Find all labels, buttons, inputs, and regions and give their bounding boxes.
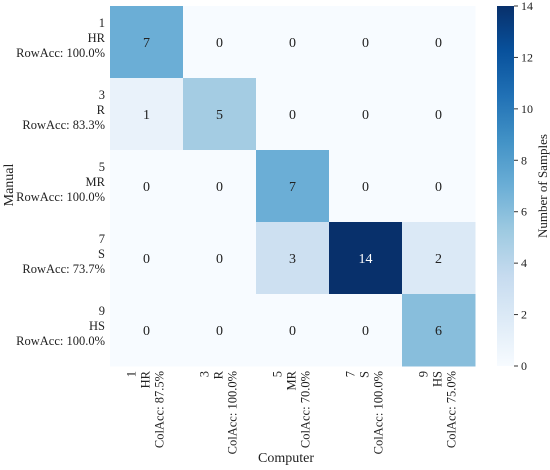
heatmap-cell — [110, 78, 184, 151]
heatmap-cell — [183, 78, 257, 151]
cell-value-label: 0 — [143, 180, 150, 195]
column-label: 5MRColAcc: 70.0% — [271, 370, 313, 448]
cell-value-label: 0 — [216, 252, 223, 267]
cell-value-label: 0 — [143, 324, 150, 339]
column-label: 9HSColAcc: 75.0% — [417, 371, 459, 448]
cell-value-label: 1 — [143, 108, 150, 123]
heatmap-cell — [256, 78, 330, 151]
cell-value-labels: 7 0 0 0 0 1 5 0 0 0 0 0 7 0 0 0 0 3 14 2 0 0 0 0 6 — [143, 36, 442, 339]
colorbar-tick-label: 2 — [521, 308, 527, 322]
heatmap-cell — [329, 222, 403, 295]
row-label: 5 MR RowAcc: 100.0% — [16, 160, 106, 204]
colorbar-tick-label: 4 — [521, 256, 527, 270]
heatmap-cell — [402, 78, 476, 151]
cell-value-label: 0 — [435, 180, 442, 195]
cell-value-label: 0 — [435, 108, 442, 123]
cell-value-label: 7 — [289, 180, 296, 195]
colorbar-tick-label: 10 — [521, 102, 533, 116]
cell-value-label: 14 — [359, 252, 373, 267]
colorbar-tick-label: 8 — [521, 153, 527, 167]
row-label: 3 R RowAcc: 83.3% — [22, 88, 105, 132]
cell-value-label: 0 — [362, 180, 369, 195]
heatmap-cell — [256, 6, 330, 79]
heatmap-cells — [110, 6, 476, 367]
cell-value-label: 5 — [216, 108, 223, 123]
heatmap-cell — [110, 150, 184, 223]
heatmap-cell — [402, 150, 476, 223]
heatmap-cell — [183, 294, 257, 367]
cell-value-label: 0 — [216, 324, 223, 339]
heatmap-cell — [256, 222, 330, 295]
cell-value-label: 6 — [435, 324, 442, 339]
cell-value-label: 7 — [143, 36, 150, 51]
y-axis-title: Manual — [2, 164, 17, 207]
cell-value-label: 0 — [435, 36, 442, 51]
cell-value-label: 0 — [289, 324, 296, 339]
cell-value-label: 0 — [289, 36, 296, 51]
cell-value-label: 0 — [362, 324, 369, 339]
heatmap-cell — [256, 294, 330, 367]
cell-value-label: 0 — [216, 180, 223, 195]
cell-value-label: 2 — [435, 252, 442, 267]
row-label: 9 HS RowAcc: 100.0% — [16, 304, 105, 348]
heatmap-cell — [110, 222, 184, 295]
colorbar-tick-label: 0 — [521, 359, 527, 373]
row-label: 7 S RowAcc: 73.7% — [22, 232, 105, 276]
heatmap-cell — [329, 6, 403, 79]
cell-value-label: 0 — [143, 252, 150, 267]
heatmap-cell — [329, 78, 403, 151]
row-label: 1 HR RowAcc: 100.0% — [16, 16, 106, 60]
column-labels: 1HRColAcc: 87.5% 3RColAcc: 100.0% 5MRColAc… — [125, 370, 459, 454]
colorbar-gradient — [497, 6, 514, 366]
heatmap-cell — [402, 294, 476, 367]
column-label: 3RColAcc: 100.0% — [198, 370, 240, 454]
heatmap-cell — [110, 6, 184, 79]
row-labels: 1 HR RowAcc: 100.0% 3 R RowAcc: 83.3% 5 MR RowAc… — [16, 16, 106, 348]
colorbar-tick-label: 6 — [521, 205, 527, 219]
x-axis-title: Computer — [258, 451, 314, 466]
colorbar-title: Number of Samples — [535, 134, 550, 238]
colorbar-tick-label: 12 — [521, 50, 533, 64]
heatmap-cell — [183, 150, 257, 223]
heatmap-cell — [402, 6, 476, 79]
heatmap-cell — [329, 294, 403, 367]
cell-value-label: 3 — [289, 252, 296, 267]
cell-value-label: 0 — [216, 36, 223, 51]
heatmap-cell — [183, 6, 257, 79]
heatmap-cell — [110, 294, 184, 367]
colorbar-tick-label: 14 — [521, 0, 533, 13]
heatmap-cell — [402, 222, 476, 295]
cell-value-label: 0 — [362, 36, 369, 51]
heatmap-cell — [329, 150, 403, 223]
cell-value-label: 0 — [289, 108, 296, 123]
colorbar: 0 2 4 6 8 10 12 14 — [497, 0, 533, 373]
heatmap-cell — [183, 222, 257, 295]
cell-value-label: 0 — [362, 108, 369, 123]
heatmap-cell — [256, 150, 330, 223]
column-label: 7SColAcc: 100.0% — [344, 371, 386, 454]
column-label: 1HRColAcc: 87.5% — [125, 370, 167, 448]
